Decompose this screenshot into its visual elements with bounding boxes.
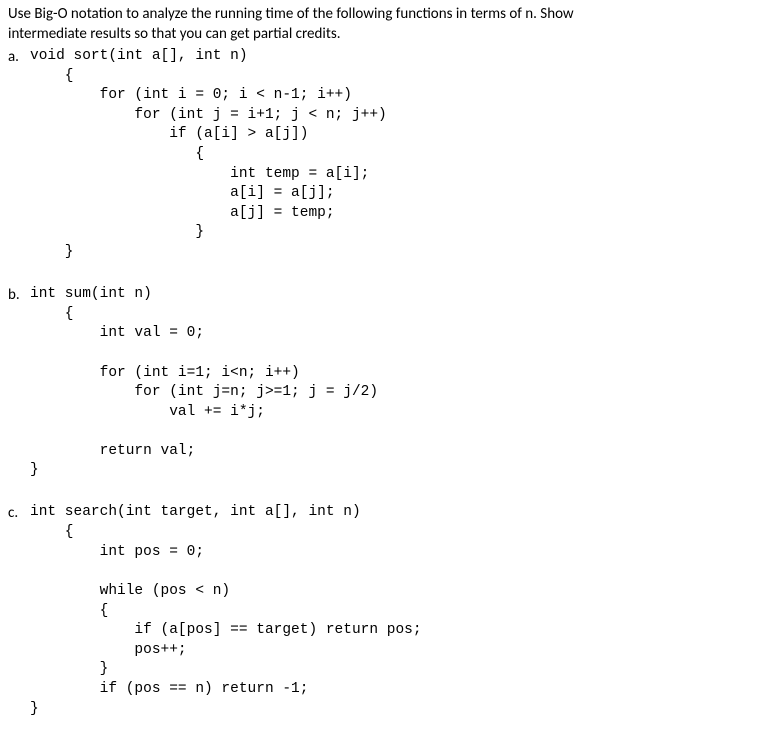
instructions: Use Big-O notation to analyze the runnin… [8, 4, 763, 45]
part-a-signature: void sort(int a[], int n) [30, 47, 248, 67]
part-b-label: b. [8, 285, 30, 305]
part-c: c. int search(int target, int a[], int n… [8, 503, 763, 719]
part-b-signature: int sum(int n) [30, 285, 152, 305]
part-c-label: c. [8, 503, 30, 523]
part-a-body: { for (int i = 0; i < n-1; i++) for (int… [30, 67, 763, 263]
part-c-signature: int search(int target, int a[], int n) [30, 503, 361, 523]
part-b: b. int sum(int n) { int val = 0; for (in… [8, 285, 763, 481]
part-c-body: { int pos = 0; while (pos < n) { if (a[p… [30, 523, 763, 719]
part-b-body: { int val = 0; for (int i=1; i<n; i++) f… [30, 305, 763, 481]
part-a-label: a. [8, 47, 30, 67]
instructions-line2: intermediate results so that you can get… [8, 24, 763, 44]
part-a: a. void sort(int a[], int n) { for (int … [8, 47, 763, 263]
instructions-line1: Use Big-O notation to analyze the runnin… [8, 4, 763, 24]
